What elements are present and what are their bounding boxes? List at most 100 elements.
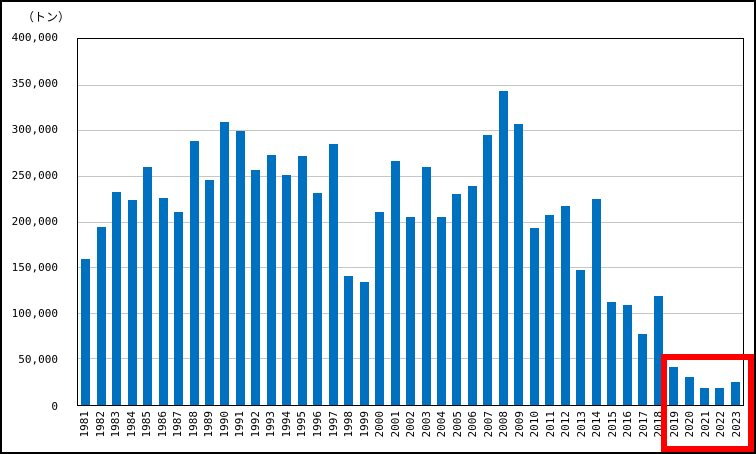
x-label-slot-1983: 1983 (108, 409, 124, 452)
x-tick-2008: 2008 (497, 411, 511, 438)
bar-2010 (529, 227, 539, 405)
x-tick-2002: 2002 (404, 411, 418, 438)
x-label-slot-2001: 2001 (387, 409, 403, 452)
x-axis-tick-labels: 1981 1982 1983 1984 1985 1986 1987 1988 1989 1990… (77, 409, 745, 452)
bar-slot-2002 (403, 39, 418, 405)
bar-slot-1988 (186, 39, 201, 405)
x-tick-2022: 2022 (714, 411, 728, 438)
x-label-slot-1999: 1999 (356, 409, 372, 452)
x-label-slot-2000: 2000 (372, 409, 388, 452)
bar-2003 (421, 166, 431, 405)
x-label-slot-2013: 2013 (574, 409, 590, 452)
x-label-slot-2014: 2014 (589, 409, 605, 452)
x-tick-2016: 2016 (621, 411, 635, 438)
bar-2008 (498, 91, 508, 405)
x-tick-2014: 2014 (590, 411, 604, 438)
x-label-slot-2009: 2009 (511, 409, 527, 452)
x-label-slot-2020: 2020 (682, 409, 698, 452)
x-tick-2013: 2013 (574, 411, 588, 438)
y-tick-250000: 250,000 (11, 169, 58, 183)
bar-slot-2000 (372, 39, 387, 405)
x-label-slot-2018: 2018 (651, 409, 667, 452)
bar-1996 (313, 193, 323, 405)
bar-slot-1985 (140, 39, 155, 405)
bar-2017 (638, 333, 648, 405)
y-axis-unit-label: （トン） (22, 10, 71, 24)
x-label-slot-2010: 2010 (527, 409, 543, 452)
bar-slot-2015 (604, 39, 619, 405)
bar-slot-2017 (635, 39, 650, 405)
x-tick-2001: 2001 (388, 411, 402, 438)
bar-slot-2003 (418, 39, 433, 405)
x-label-slot-1990: 1990 (217, 409, 233, 452)
bar-1982 (96, 227, 106, 405)
x-label-slot-2021: 2021 (698, 409, 714, 452)
x-label-slot-1988: 1988 (186, 409, 202, 452)
bar-slot-1993 (264, 39, 279, 405)
x-label-slot-2022: 2022 (713, 409, 729, 452)
bar-slot-1989 (202, 39, 217, 405)
y-tick-0: 0 (51, 399, 58, 413)
bar-slot-1983 (109, 39, 124, 405)
x-label-slot-1987: 1987 (170, 409, 186, 452)
bar-2018 (653, 295, 663, 405)
x-tick-1983: 1983 (109, 411, 123, 438)
x-label-slot-2002: 2002 (403, 409, 419, 452)
bar-2000 (375, 211, 385, 405)
x-tick-2010: 2010 (528, 411, 542, 438)
bar-1990 (220, 122, 230, 405)
x-tick-2011: 2011 (543, 411, 557, 438)
x-label-slot-1984: 1984 (124, 409, 140, 452)
x-tick-1996: 1996 (310, 411, 324, 438)
x-tick-1986: 1986 (155, 411, 169, 438)
bar-2022 (715, 388, 725, 405)
bar-slot-2022 (712, 39, 727, 405)
x-label-slot-2003: 2003 (418, 409, 434, 452)
x-tick-2004: 2004 (435, 411, 449, 438)
y-tick-200000: 200,000 (11, 215, 58, 229)
y-tick-350000: 350,000 (11, 77, 58, 91)
y-tick-50000: 50,000 (18, 353, 58, 367)
bar-2011 (545, 215, 555, 405)
bar-2007 (483, 134, 493, 405)
x-tick-1990: 1990 (217, 411, 231, 438)
bar-2004 (437, 217, 447, 405)
x-tick-2000: 2000 (373, 411, 387, 438)
x-label-slot-2017: 2017 (636, 409, 652, 452)
bar-2014 (591, 198, 601, 405)
bar-slot-1994 (279, 39, 294, 405)
x-label-slot-2019: 2019 (667, 409, 683, 452)
x-tick-2021: 2021 (698, 411, 712, 438)
x-tick-1982: 1982 (93, 411, 107, 438)
bar-1995 (297, 155, 307, 405)
x-tick-2012: 2012 (559, 411, 573, 438)
x-tick-1995: 1995 (295, 411, 309, 438)
x-tick-1998: 1998 (342, 411, 356, 438)
bar-slot-2001 (387, 39, 402, 405)
bar-slot-2018 (650, 39, 665, 405)
bar-1984 (127, 199, 137, 405)
bar-slot-2016 (619, 39, 634, 405)
bar-1985 (143, 166, 153, 405)
x-label-slot-2005: 2005 (449, 409, 465, 452)
bar-1986 (158, 197, 168, 405)
bar-2016 (622, 304, 632, 405)
x-tick-2006: 2006 (466, 411, 480, 438)
x-label-slot-2016: 2016 (620, 409, 636, 452)
bar-slot-1998 (341, 39, 356, 405)
bar-slot-1997 (326, 39, 341, 405)
bar-2013 (576, 269, 586, 405)
plot-area (77, 38, 744, 406)
x-tick-1997: 1997 (326, 411, 340, 438)
x-label-slot-2023: 2023 (729, 409, 745, 452)
x-tick-2003: 2003 (419, 411, 433, 438)
x-tick-2023: 2023 (729, 411, 743, 438)
bar-1991 (235, 131, 245, 405)
gridline-300000 (78, 130, 743, 132)
bar-series (78, 39, 743, 405)
bar-slot-1991 (233, 39, 248, 405)
x-tick-1984: 1984 (124, 411, 138, 438)
bar-2023 (730, 382, 740, 405)
bar-slot-2011 (542, 39, 557, 405)
x-tick-2019: 2019 (667, 411, 681, 438)
